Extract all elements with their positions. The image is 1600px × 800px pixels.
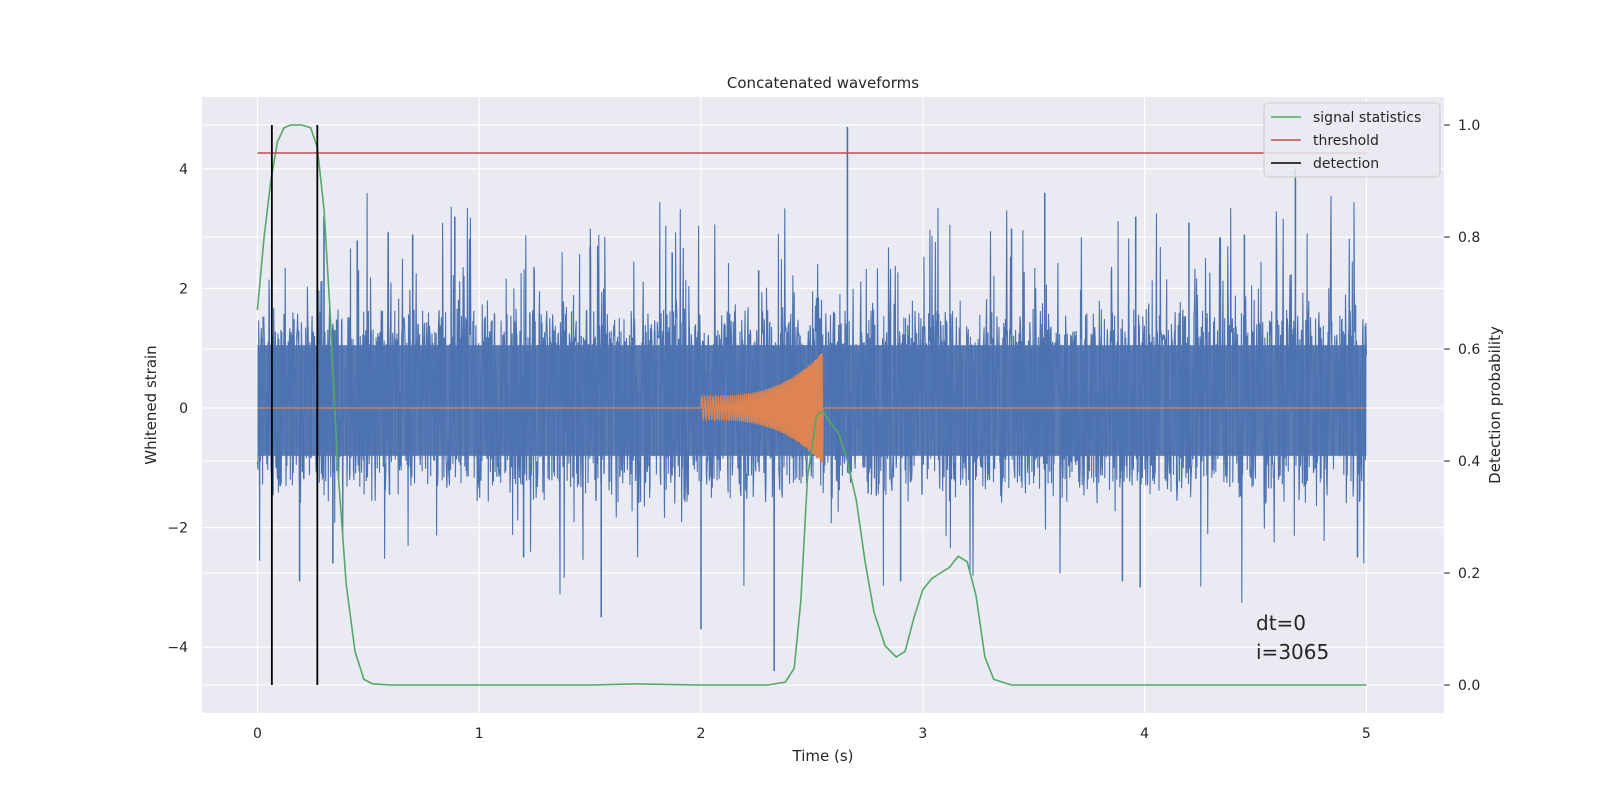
y-tick-label: 4 <box>179 162 188 178</box>
y-right-tick-label: 1.0 <box>1458 118 1480 134</box>
y-axis-right-ticks: 0.0 0.2 0.4 0.6 0.8 1.0 <box>1444 118 1480 694</box>
y-tick-label: −4 <box>167 640 188 656</box>
y-tick-label: 2 <box>179 281 188 297</box>
x-tick-label: 5 <box>1362 726 1371 742</box>
annotation-dt: dt=0 <box>1256 611 1306 635</box>
y-right-tick-label: 0.2 <box>1458 566 1480 582</box>
x-tick-label: 2 <box>697 726 706 742</box>
signal-statistics-series <box>256 124 1367 686</box>
x-axis-ticks: 0 1 2 3 4 5 <box>253 726 1371 742</box>
y-tick-label: 0 <box>179 401 188 417</box>
detection-series <box>270 125 319 685</box>
y-axis-left-ticks: −4 −2 0 2 4 <box>167 162 188 656</box>
template-waveform-series <box>257 352 1367 464</box>
legend-box <box>1263 102 1441 178</box>
y-right-tick-label: 0.0 <box>1458 678 1480 694</box>
y-right-tick-label: 0.4 <box>1458 454 1480 470</box>
legend-threshold-label: threshold <box>1313 133 1379 149</box>
annotation: dt=0 i=3065 <box>1256 611 1329 664</box>
y-axis-label: Whitened strain <box>142 345 160 464</box>
y-tick-label: −2 <box>167 521 188 537</box>
x-tick-label: 1 <box>475 726 484 742</box>
x-tick-label: 4 <box>1140 726 1149 742</box>
legend-signal-label: signal statistics <box>1313 110 1421 126</box>
chart-title: Concatenated waveforms <box>727 74 919 92</box>
y-axis-right-label: Detection probability <box>1486 326 1504 484</box>
y-right-tick-label: 0.6 <box>1458 342 1480 358</box>
x-tick-label: 3 <box>918 726 927 742</box>
legend-detection-label: detection <box>1313 156 1379 172</box>
x-axis-label: Time (s) <box>792 747 854 765</box>
legend: signal statistics threshold detection <box>1263 102 1441 178</box>
annotation-index: i=3065 <box>1256 640 1329 664</box>
x-tick-label: 0 <box>253 726 262 742</box>
y-right-tick-label: 0.8 <box>1458 230 1480 246</box>
